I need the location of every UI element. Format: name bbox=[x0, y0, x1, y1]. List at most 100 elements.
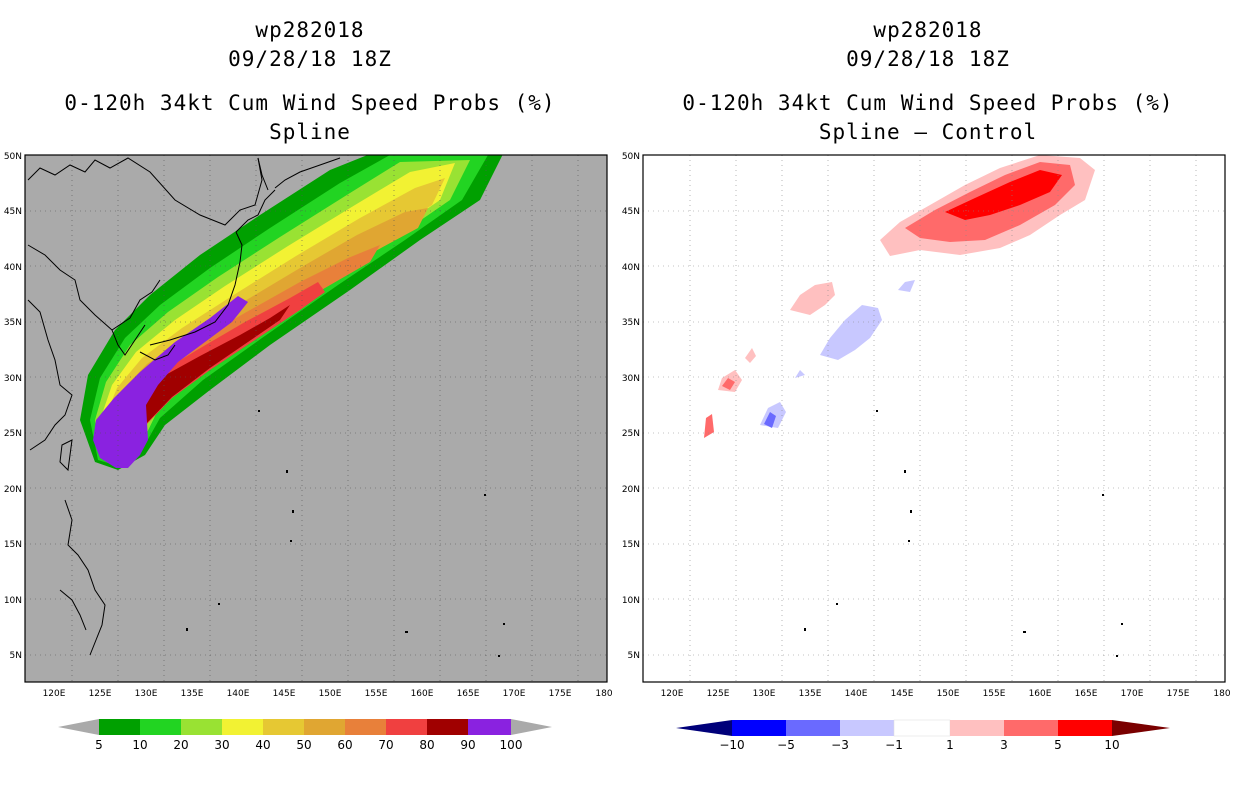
lon-label: 130E bbox=[135, 689, 158, 699]
colorbar-swatch bbox=[345, 719, 386, 735]
lon-label: 140E bbox=[845, 689, 868, 699]
colorbar-label: 80 bbox=[419, 738, 434, 752]
colorbar-swatch bbox=[140, 719, 181, 735]
colorbar-label: 30 bbox=[214, 738, 229, 752]
diff-positive-small-5 bbox=[745, 348, 756, 363]
lat-label: 10N bbox=[4, 596, 22, 606]
lon-label: 160E bbox=[1029, 689, 1052, 699]
left-subtitle: Spline bbox=[269, 120, 351, 144]
lat-label: 15N bbox=[622, 540, 640, 550]
colorbar-swatch bbox=[304, 719, 345, 735]
lat-label: 15N bbox=[4, 540, 22, 550]
diff-positive-5 bbox=[945, 170, 1062, 220]
lon-label: 165E bbox=[1075, 689, 1098, 699]
colorbar-label: 60 bbox=[337, 738, 352, 752]
lon-label: 130E bbox=[753, 689, 776, 699]
colorbar-swatch bbox=[181, 719, 222, 735]
lon-label: 150E bbox=[319, 689, 342, 699]
colorbar-swatch bbox=[1004, 720, 1058, 736]
lat-label: 30N bbox=[4, 374, 22, 384]
colorbar-label: 40 bbox=[255, 738, 270, 752]
right-subtitle: Spline – Control bbox=[818, 120, 1038, 144]
lat-label: 5N bbox=[628, 651, 640, 661]
lat-label: 45N bbox=[622, 207, 640, 217]
lon-label: 135E bbox=[181, 689, 204, 699]
lat-label: 5N bbox=[10, 651, 22, 661]
lon-label: 135E bbox=[799, 689, 822, 699]
lat-label: 40N bbox=[622, 263, 640, 273]
left-lon-labels: 120E 125E 130E 135E 140E 145E 150E 155E … bbox=[43, 689, 613, 699]
colorbar-arrow-low bbox=[676, 720, 732, 736]
colorbar-label: 10 bbox=[1104, 738, 1119, 752]
lat-label: 50N bbox=[4, 152, 22, 162]
colorbar-label: 70 bbox=[378, 738, 393, 752]
lat-label: 30N bbox=[622, 374, 640, 384]
right-lat-labels: 50N 45N 40N 35N 30N 25N 20N 15N 10N 5N bbox=[622, 152, 640, 661]
right-datetime: 09/28/18 18Z bbox=[846, 47, 1010, 71]
lat-label: 20N bbox=[4, 485, 22, 495]
lon-label: 175E bbox=[549, 689, 572, 699]
left-islands bbox=[186, 410, 505, 657]
right-difference-field bbox=[704, 155, 1095, 438]
lon-label: 180 bbox=[595, 689, 612, 699]
lat-label: 25N bbox=[4, 429, 22, 439]
colorbar-swatch bbox=[99, 719, 140, 735]
lat-label: 35N bbox=[4, 318, 22, 328]
colorbar-label: −3 bbox=[831, 738, 849, 752]
diff-negative-1 bbox=[820, 305, 882, 360]
left-lat-labels: 50N 45N 40N 35N 30N 25N 20N 15N 10N 5N bbox=[4, 152, 22, 661]
right-map-frame bbox=[642, 154, 1226, 683]
right-product-title: 0-120h 34kt Cum Wind Speed Probs (%) bbox=[682, 91, 1174, 115]
lat-label: 35N bbox=[622, 318, 640, 328]
lon-label: 155E bbox=[365, 689, 388, 699]
colorbar-swatch bbox=[732, 720, 786, 736]
right-colorbar: −10 −5 −3 −1 1 3 5 10 bbox=[676, 719, 1170, 752]
colorbar-swatch bbox=[468, 719, 511, 735]
left-colorbar: 5 10 20 30 40 50 60 70 80 90 100 bbox=[58, 719, 552, 752]
lat-label: 25N bbox=[622, 429, 640, 439]
colorbar-arrow-high bbox=[1112, 720, 1170, 736]
colorbar-label: −1 bbox=[885, 738, 903, 752]
left-datetime: 09/28/18 18Z bbox=[228, 47, 392, 71]
diff-positive-small-4 bbox=[704, 414, 714, 438]
colorbar-swatch bbox=[893, 719, 951, 737]
colorbar-arrow-low bbox=[58, 719, 99, 735]
lon-label: 120E bbox=[43, 689, 66, 699]
lon-label: 145E bbox=[273, 689, 296, 699]
lat-label: 10N bbox=[622, 596, 640, 606]
lon-label: 175E bbox=[1167, 689, 1190, 699]
colorbar-label: −5 bbox=[777, 738, 795, 752]
prob-band-80 bbox=[108, 305, 290, 453]
lon-label: 120E bbox=[661, 689, 684, 699]
left-map-grid bbox=[25, 155, 607, 682]
colorbar-swatch bbox=[263, 719, 304, 735]
lat-label: 45N bbox=[4, 207, 22, 217]
right-lon-labels: 120E 125E 130E 135E 140E 145E 150E 155E … bbox=[661, 689, 1231, 699]
colorbar-label: 20 bbox=[173, 738, 188, 752]
left-coastlines bbox=[27, 157, 341, 656]
right-map-grid bbox=[643, 155, 1225, 682]
lon-label: 145E bbox=[891, 689, 914, 699]
colorbar-swatch bbox=[427, 719, 468, 735]
colorbar-label: −10 bbox=[719, 738, 744, 752]
lon-label: 170E bbox=[503, 689, 526, 699]
lon-label: 180 bbox=[1213, 689, 1230, 699]
colorbar-label: 50 bbox=[296, 738, 311, 752]
left-storm-id: wp282018 bbox=[255, 18, 365, 42]
colorbar-label: 10 bbox=[132, 738, 147, 752]
diff-negative-4 bbox=[898, 280, 915, 292]
lon-label: 170E bbox=[1121, 689, 1144, 699]
lat-label: 40N bbox=[4, 263, 22, 273]
diff-negative-5 bbox=[795, 370, 805, 378]
lat-label: 50N bbox=[622, 152, 640, 162]
colorbar-swatch bbox=[1058, 720, 1112, 736]
colorbar-label: 90 bbox=[460, 738, 475, 752]
lon-label: 140E bbox=[227, 689, 250, 699]
colorbar-swatch bbox=[386, 719, 427, 735]
lon-label: 150E bbox=[937, 689, 960, 699]
lon-label: 125E bbox=[707, 689, 730, 699]
diff-positive-small-3 bbox=[722, 378, 735, 390]
right-islands bbox=[804, 410, 1123, 657]
colorbar-swatch bbox=[786, 720, 840, 736]
